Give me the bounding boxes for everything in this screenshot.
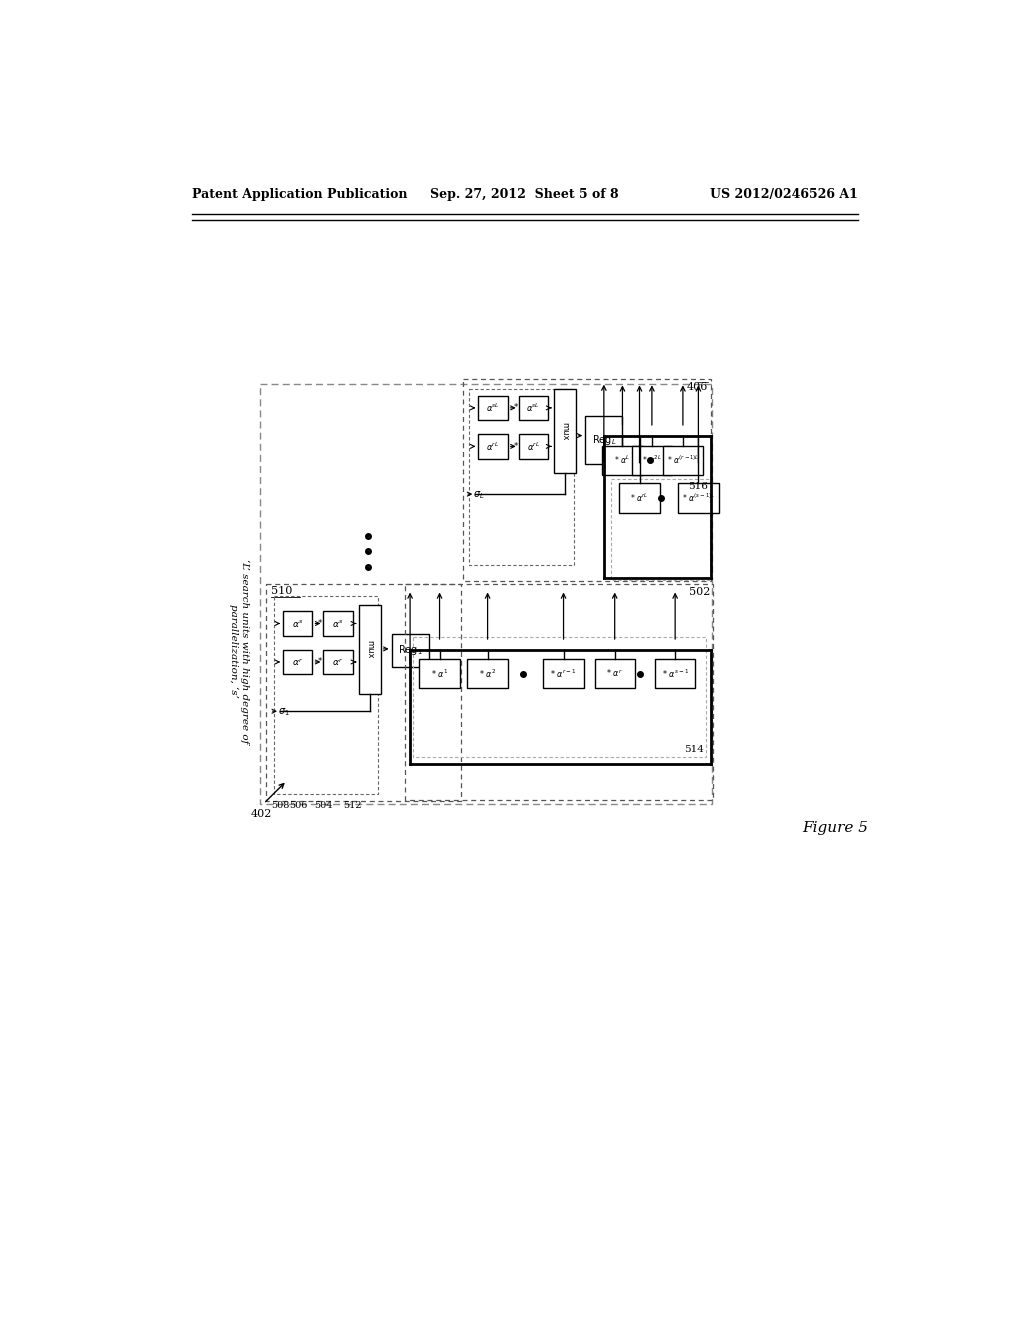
Text: Sep. 27, 2012  Sheet 5 of 8: Sep. 27, 2012 Sheet 5 of 8 [430, 187, 620, 201]
Text: 506: 506 [289, 800, 307, 809]
Text: $*\ \alpha^{(r-1)L}$: $*\ \alpha^{(r-1)L}$ [667, 454, 699, 466]
Bar [554, 389, 575, 473]
Bar [602, 446, 643, 475]
Text: $\alpha^s$: $\alpha^s$ [332, 618, 344, 630]
Bar [632, 446, 672, 475]
Text: Reg$_L$: Reg$_L$ [592, 433, 616, 447]
Text: mux: mux [560, 421, 569, 441]
Text: $*$: $*$ [513, 440, 518, 449]
Text: $*\ \alpha^{rL}$: $*\ \alpha^{rL}$ [630, 492, 649, 504]
Text: 516: 516 [688, 482, 708, 491]
Text: $*\ \alpha^1$: $*\ \alpha^1$ [431, 668, 449, 680]
Bar [273, 595, 378, 795]
Text: 508: 508 [271, 800, 290, 809]
Text: mux: mux [366, 640, 375, 659]
Text: $*\ \alpha^{(s-1)L}$: $*\ \alpha^{(s-1)L}$ [682, 492, 715, 504]
Text: 514: 514 [684, 744, 703, 754]
Bar [469, 389, 573, 565]
Bar [414, 638, 707, 756]
Text: $*\ \alpha^{s-1}$: $*\ \alpha^{s-1}$ [662, 668, 689, 680]
Text: 512: 512 [343, 800, 362, 809]
Bar [463, 379, 711, 581]
Bar [478, 434, 508, 459]
Text: $\alpha^s$: $\alpha^s$ [292, 618, 303, 630]
Text: $\alpha^{rL}$: $\alpha^{rL}$ [486, 440, 500, 453]
Text: 406: 406 [687, 383, 709, 392]
Bar [518, 434, 548, 459]
Text: $\alpha^r$: $\alpha^r$ [292, 656, 303, 668]
Text: $\alpha^{rL}$: $\alpha^{rL}$ [526, 440, 540, 453]
Text: $\alpha^r$: $\alpha^r$ [333, 656, 344, 668]
Text: 502: 502 [689, 586, 711, 597]
Text: US 2012/0246526 A1: US 2012/0246526 A1 [711, 187, 858, 201]
Bar [467, 659, 508, 688]
Bar [544, 659, 584, 688]
Bar [620, 483, 659, 512]
Bar [266, 585, 461, 801]
Text: $*\ \alpha^2$: $*\ \alpha^2$ [479, 668, 497, 680]
Text: ‘L’ search units with high degree of
parallelization, ‘s’: ‘L’ search units with high degree of par… [228, 558, 249, 743]
Text: $*$: $*$ [513, 401, 518, 411]
Text: $\alpha^{sL}$: $\alpha^{sL}$ [486, 401, 500, 414]
Text: 510: 510 [271, 586, 293, 595]
Bar [518, 396, 548, 420]
Bar [595, 659, 635, 688]
Text: $*\ \alpha^{2L}$: $*\ \alpha^{2L}$ [642, 454, 662, 466]
Bar [260, 384, 712, 804]
Bar [655, 659, 695, 688]
Text: Reg$_1$: Reg$_1$ [397, 643, 423, 657]
Bar [586, 416, 623, 465]
Bar [359, 605, 381, 693]
Bar [678, 483, 719, 512]
Text: $*$: $*$ [317, 616, 324, 626]
Text: $*\ \alpha^{L}$: $*\ \alpha^{L}$ [614, 454, 631, 466]
Text: 402: 402 [251, 809, 271, 818]
Bar [478, 396, 508, 420]
Bar [406, 585, 713, 800]
Bar [663, 446, 703, 475]
Bar [283, 649, 312, 675]
Text: Patent Application Publication: Patent Application Publication [191, 187, 408, 201]
Text: 504: 504 [314, 800, 333, 809]
Text: $*$: $*$ [317, 655, 324, 664]
Text: $\alpha^{sL}$: $\alpha^{sL}$ [526, 401, 541, 414]
Text: Figure 5: Figure 5 [802, 821, 868, 836]
Bar [283, 611, 312, 636]
Bar [391, 635, 429, 667]
Text: $\sigma_1$: $\sigma_1$ [278, 706, 290, 718]
Bar [611, 479, 710, 581]
Text: $\sigma_L$: $\sigma_L$ [473, 490, 484, 502]
Bar [420, 659, 460, 688]
Text: $*\ \alpha^r$: $*\ \alpha^r$ [606, 668, 624, 680]
Text: $*\ \alpha^{r-1}$: $*\ \alpha^{r-1}$ [550, 668, 577, 680]
Bar [324, 611, 352, 636]
Bar [324, 649, 352, 675]
